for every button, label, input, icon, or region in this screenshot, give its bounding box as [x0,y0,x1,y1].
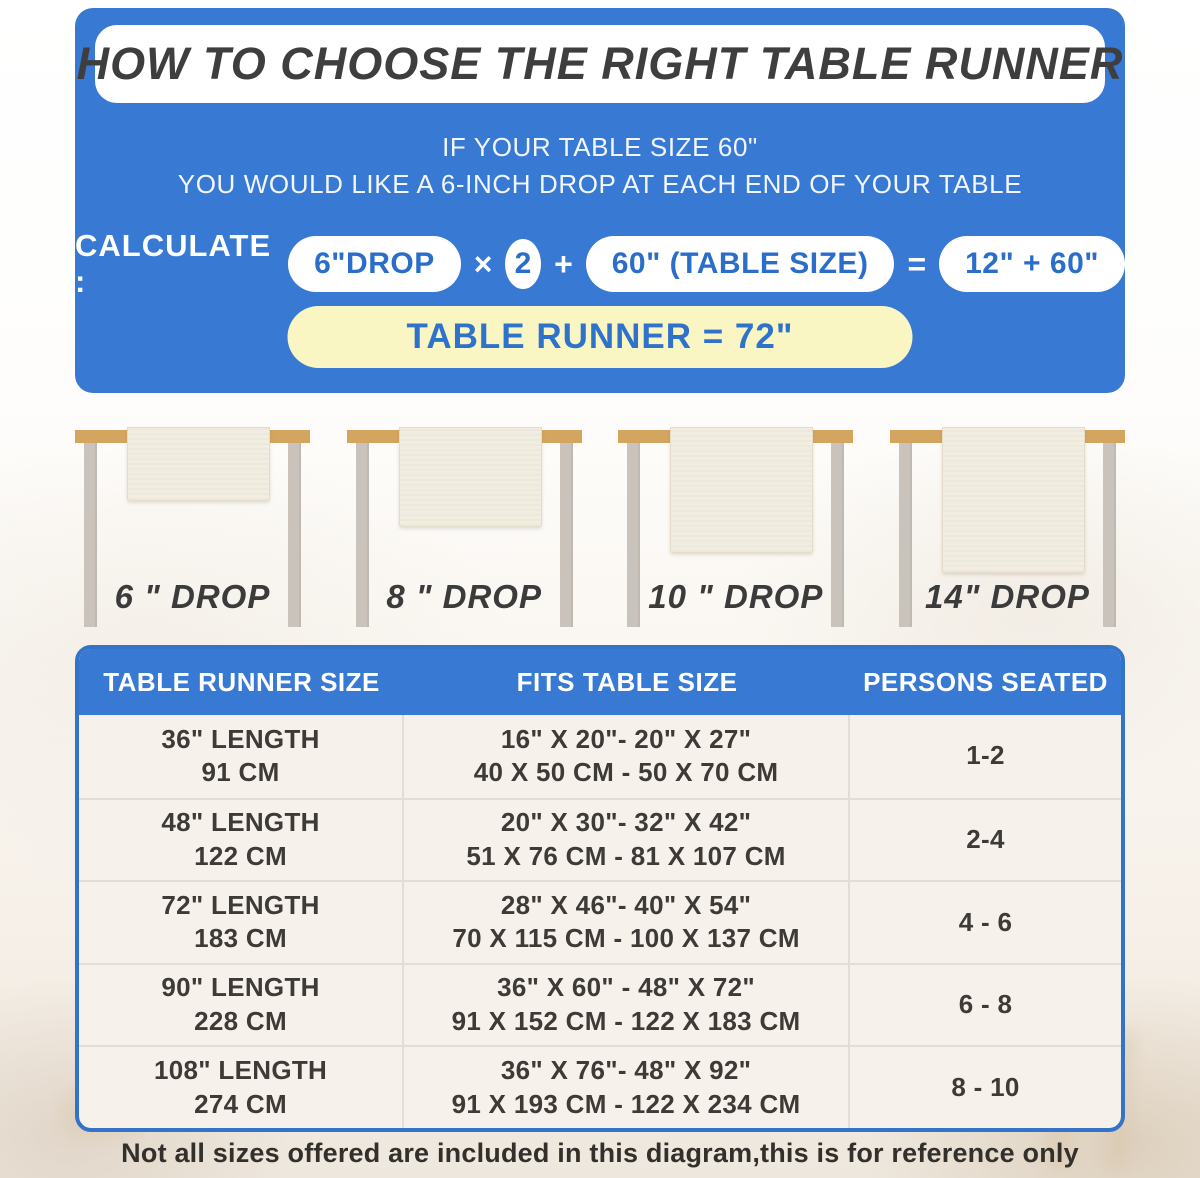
hero-subtitle-line1: IF YOUR TABLE SIZE 60" [442,132,758,162]
table-row: 72" LENGTH 183 CM 28" X 46"- 40" X 54" 7… [79,880,1121,963]
fits-size-inches: 36" X 60" - 48" X 72" [497,972,756,1003]
fits-size-cell: 16" X 20"- 20" X 27" 40 X 50 CM - 50 X 7… [404,715,851,798]
hero-subtitle-line2: YOU WOULD LIKE A 6-INCH DROP AT EACH END… [177,169,1023,199]
persons-cell: 6 - 8 [958,989,1013,1020]
size-table-panel: TABLE RUNNER SIZE FITS TABLE SIZE PERSON… [75,645,1125,1132]
table-leg [831,443,845,627]
fits-size-cm: 40 X 50 CM - 50 X 70 CM [473,757,779,788]
persons-cell: 8 - 10 [951,1071,1020,1102]
runner-size-inches: 48" LENGTH [161,807,320,838]
title-banner: HOW TO CHOOSE THE RIGHT TABLE RUNNER [77,25,1122,103]
multiplier-pill: 2 [505,239,542,289]
table-row: 90" LENGTH 228 CM 36" X 60" - 48" X 72" … [79,962,1121,1046]
table-leg [559,443,573,627]
table-row: 36" LENGTH 91 CM 16" X 20"- 20" X 27" 40… [79,715,1121,798]
drop-label: 6 " DROP [114,578,271,615]
table-row: 108" LENGTH 274 CM 36" X 76"- 48" X 92" … [79,1045,1121,1128]
fits-size-cell: 28" X 46"- 40" X 54" 70 X 115 CM - 100 X… [404,882,851,963]
equals-sign: = [907,245,927,282]
runner-size-inches: 72" LENGTH [161,889,320,920]
runner-size-inches: 108" LENGTH [153,1054,328,1085]
header-runner-size: TABLE RUNNER SIZE [103,666,380,697]
fits-size-cell: 36" X 76"- 48" X 92" 91 X 193 CM - 122 X… [404,1047,851,1128]
fits-size-cm: 70 X 115 CM - 100 X 137 CM [452,923,800,954]
runner-drape [398,427,542,527]
fits-size-cm: 91 X 193 CM - 122 X 234 CM [451,1088,801,1119]
header-fits-table-size: FITS TABLE SIZE [516,666,738,697]
table-illustration-6-drop: 6 " DROP [75,427,310,636]
runner-size-inches: 90" LENGTH [161,972,320,1003]
fits-size-cm: 91 X 152 CM - 122 X 183 CM [451,1006,801,1037]
runner-size-cm: 228 CM [194,1006,287,1037]
table-illustration-8-drop: 8 " DROP [346,427,582,636]
page-title: HOW TO CHOOSE THE RIGHT TABLE RUNNER [76,38,1124,89]
multiply-sign: × [473,245,493,282]
drop-value-pill: 6"DROP [288,236,461,292]
runner-size-cm: 183 CM [194,923,287,954]
table-leg [627,443,641,627]
fits-size-inches: 16" X 20"- 20" X 27" [500,723,752,754]
runner-drape [670,427,814,553]
persons-cell: 1-2 [966,740,1005,771]
plus-sign: + [554,245,573,282]
table-row: 48" LENGTH 122 CM 20" X 30"- 32" X 42" 5… [79,797,1121,881]
sum-pill: 12" + 60" [939,236,1125,292]
fits-size-inches: 28" X 46"- 40" X 54" [500,889,752,920]
persons-cell: 4 - 6 [958,906,1013,937]
result-pill: TABLE RUNNER = 72" [287,306,913,368]
runner-size-cell: 48" LENGTH 122 CM [79,799,405,881]
fits-size-cell: 20" X 30"- 32" X 42" 51 X 76 CM - 81 X 1… [404,799,851,881]
persons-cell: 2-4 [966,823,1005,854]
fits-size-cm: 51 X 76 CM - 81 X 107 CM [466,840,786,871]
runner-size-cell: 90" LENGTH 228 CM [79,964,405,1046]
runner-size-cell: 108" LENGTH 274 CM [79,1047,405,1128]
drop-label: 10 " DROP [648,578,824,615]
drop-label: 14" DROP [925,578,1090,615]
calculate-label: CALCULATE : [75,228,272,299]
runner-size-cell: 36" LENGTH 91 CM [79,715,405,798]
runner-drape [127,427,270,501]
calculation-row: CALCULATE : 6"DROP × 2 + 60" (TABLE SIZE… [75,228,1125,299]
drop-illustrations-row: 6 " DROP 8 " DROP 10 " DROP 14" DROP [75,427,1125,636]
result-text: TABLE RUNNER = 72" [406,317,794,356]
fits-size-cell: 36" X 60" - 48" X 72" 91 X 152 CM - 122 … [404,964,851,1046]
footer-disclaimer: Not all sizes offered are included in th… [121,1138,1079,1168]
runner-size-cm: 274 CM [194,1088,287,1119]
table-illustration-10-drop: 10 " DROP [618,427,854,636]
size-table-body: 36" LENGTH 91 CM 16" X 20"- 20" X 27" 40… [79,715,1121,1128]
table-leg [898,443,912,627]
table-leg [355,443,369,627]
table-illustration-14-drop: 14" DROP [889,427,1125,636]
table-leg [1102,443,1116,627]
runner-size-cm: 91 CM [201,757,280,788]
table-size-pill: 60" (TABLE SIZE) [585,236,895,292]
table-leg [288,443,301,627]
header-persons-seated: PERSONS SEATED [863,666,1108,697]
fits-size-inches: 36" X 76"- 48" X 92" [500,1054,752,1085]
runner-drape [941,427,1085,573]
runner-size-inches: 36" LENGTH [161,723,320,754]
size-table-header: TABLE RUNNER SIZE FITS TABLE SIZE PERSON… [79,649,1121,715]
drop-label: 8 " DROP [386,578,542,615]
hero-panel: HOW TO CHOOSE THE RIGHT TABLE RUNNER IF … [75,8,1125,393]
table-leg [84,443,97,627]
runner-size-cell: 72" LENGTH 183 CM [79,882,405,963]
runner-size-cm: 122 CM [194,840,287,871]
fits-size-inches: 20" X 30"- 32" X 42" [500,807,752,838]
